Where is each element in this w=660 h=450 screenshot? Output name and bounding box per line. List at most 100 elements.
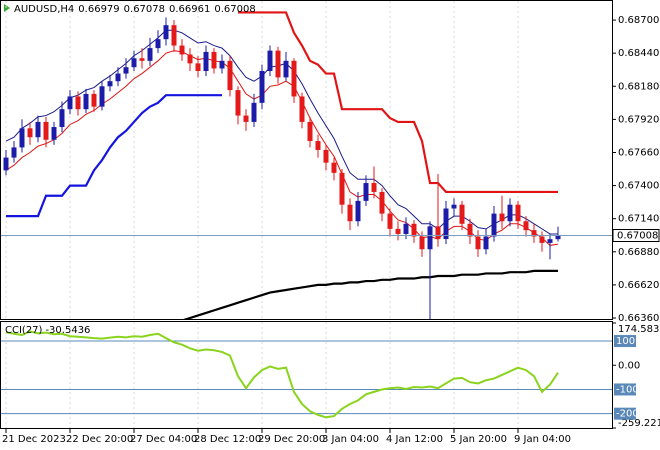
- y-tick-label: 174.5839: [618, 324, 660, 335]
- candle-body: [515, 204, 521, 222]
- candle-body: [75, 96, 81, 110]
- y-tick-label: 0.68180: [618, 81, 659, 92]
- candle-body: [163, 25, 169, 40]
- indicator-line: [5, 50, 559, 246]
- candle-body: [35, 121, 41, 138]
- candle-body: [307, 121, 313, 142]
- candle-body: [43, 121, 49, 140]
- candle-body: [179, 45, 185, 55]
- y-tick-label: 0.00: [618, 360, 640, 371]
- y-tick-label: 0.66360: [618, 313, 659, 324]
- x-tick-label: 22 Dec 20:00: [66, 434, 133, 445]
- y-tick-label: 0.66880: [618, 247, 659, 258]
- y-tick-label: -259.2217: [618, 418, 660, 429]
- current-price-box: [612, 228, 660, 242]
- y-tick-label: 0.67920: [618, 114, 659, 125]
- candle-body: [27, 128, 33, 138]
- candle-body: [419, 236, 425, 250]
- y-tick-label: 0.67660: [618, 147, 659, 158]
- candle-body: [219, 60, 225, 69]
- candle-body: [171, 25, 177, 46]
- candle-body: [187, 54, 193, 64]
- candle-body: [315, 141, 321, 150]
- candle-body: [195, 63, 201, 72]
- candle-body: [331, 162, 337, 173]
- indicator-line: [6, 94, 222, 218]
- candle-body: [59, 109, 65, 128]
- candle-body: [11, 147, 17, 158]
- level-label: 100: [616, 336, 635, 347]
- x-tick-label: 3 Jan 04:00: [322, 434, 379, 445]
- candle-body: [211, 51, 217, 69]
- candle-body: [67, 96, 73, 110]
- y-tick-label: 0.67400: [618, 181, 659, 192]
- header-text: 0.66979: [78, 4, 119, 15]
- candle-body: [123, 67, 129, 74]
- cci-pane-frame: [0, 321, 613, 429]
- indicator-title: CCI(27): [5, 325, 43, 336]
- header-text: 0.67008: [214, 4, 255, 15]
- candle-body: [363, 183, 369, 201]
- indicator-line: [238, 11, 558, 194]
- candle-body: [275, 50, 281, 78]
- candle-body: [387, 213, 393, 229]
- candle-body: [539, 236, 545, 243]
- candle-body: [227, 60, 233, 91]
- candle-body: [259, 71, 265, 103]
- header-text: 0.67078: [124, 4, 165, 15]
- cci-plot: [1, 330, 612, 419]
- grid: [5, 1, 519, 428]
- main-plot: [1, 11, 612, 319]
- indicator-line: [5, 29, 558, 235]
- current-price-label: 0.67008: [617, 230, 658, 241]
- y-tick-label: 0.66620: [618, 280, 659, 291]
- candle-body: [483, 236, 489, 250]
- labels: 0.68700 0.68440 0.68180 0.67920 0.67660 0.674…: [2, 4, 660, 445]
- candle-body: [451, 204, 457, 209]
- candle-body: [355, 200, 361, 222]
- candle-body: [155, 39, 161, 49]
- candle-body: [547, 239, 553, 243]
- indicator-line: [5, 330, 559, 419]
- x-tick-label: 27 Dec 04:00: [130, 434, 197, 445]
- candle-body: [299, 96, 305, 122]
- candle-body: [91, 93, 97, 107]
- candle-body: [467, 223, 473, 237]
- level-label: -200: [616, 409, 639, 420]
- x-tick-label: 21 Dec 2023: [2, 434, 66, 445]
- x-tick-label: 9 Jan 04:00: [514, 434, 571, 445]
- candle-body: [555, 235, 561, 240]
- candle-body: [115, 73, 121, 82]
- y-tick-label: 0.68440: [618, 48, 659, 59]
- candle-body: [435, 226, 441, 240]
- level-label: -100: [616, 384, 639, 395]
- y-tick-label: 0.67140: [618, 214, 659, 225]
- candle-body: [443, 208, 449, 240]
- candle-body: [291, 60, 297, 97]
- candle-body: [427, 226, 433, 250]
- candle-body: [235, 90, 241, 116]
- candle-body: [107, 81, 113, 87]
- candle-body: [243, 115, 249, 122]
- candle-body: [283, 60, 289, 78]
- candle-body: [51, 127, 57, 140]
- candle-body: [411, 223, 417, 237]
- candle-body: [459, 204, 465, 224]
- main-pane-frame: [0, 0, 613, 320]
- candle-body: [323, 149, 329, 163]
- candle-body: [3, 157, 9, 171]
- x-tick-label: 4 Jan 12:00: [386, 434, 443, 445]
- indicator-line: [183, 269, 558, 319]
- x-tick-label: 29 Dec 20:00: [258, 434, 325, 445]
- x-tick-label: 28 Dec 12:00: [194, 434, 261, 445]
- expert-icon: [4, 4, 10, 12]
- level-label-box: [614, 407, 636, 420]
- level-label-box: [614, 383, 636, 396]
- candle-body: [499, 213, 505, 222]
- candle-body: [371, 183, 377, 192]
- header-text: 0.66961: [169, 4, 210, 15]
- candle-body: [531, 230, 537, 237]
- candle-body: [19, 128, 25, 148]
- candle-body: [131, 58, 137, 68]
